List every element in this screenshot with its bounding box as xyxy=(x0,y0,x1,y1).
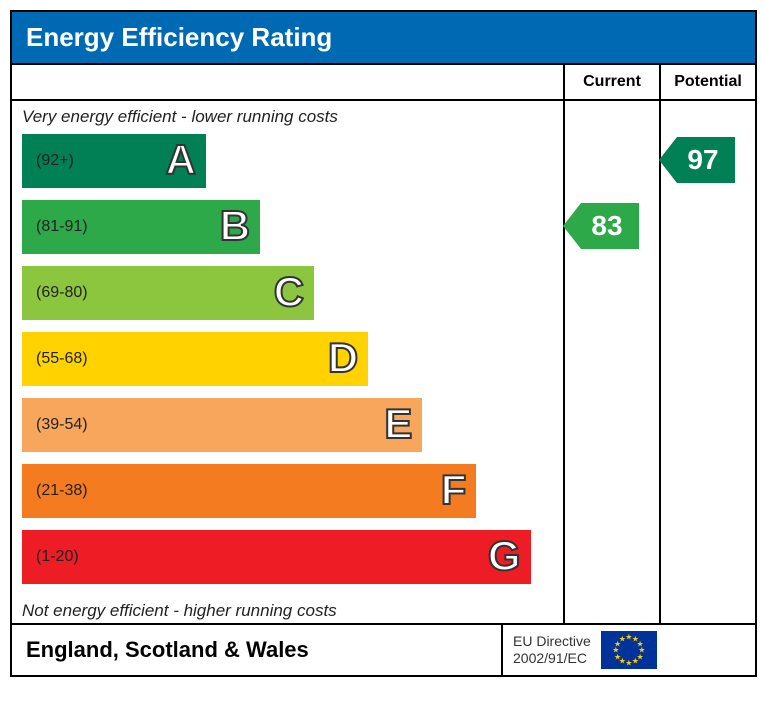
band-letter: A xyxy=(166,136,196,184)
band-bar-e: (39-54) E xyxy=(22,398,422,452)
potential-column: Potential 97 xyxy=(661,65,755,623)
current-pointer: 83 xyxy=(563,203,639,249)
header-spacer xyxy=(12,65,563,101)
band-bar-b: (81-91) B xyxy=(22,200,260,254)
band-range: (81-91) xyxy=(22,218,88,236)
bands-column: Very energy efficient - lower running co… xyxy=(12,65,565,623)
chart-footer: England, Scotland & Wales EU Directive 2… xyxy=(12,623,755,675)
directive-line2: 2002/91/EC xyxy=(513,650,587,666)
band-row-d: (55-68) D xyxy=(22,329,563,389)
band-letter: D xyxy=(328,334,358,382)
band-row-e: (39-54) E xyxy=(22,395,563,455)
pointer-arrow-icon xyxy=(659,137,677,183)
band-range: (39-54) xyxy=(22,416,88,434)
potential-header: Potential xyxy=(661,65,755,101)
band-letter: B xyxy=(220,202,250,250)
footer-region: England, Scotland & Wales xyxy=(12,625,503,675)
band-bars: (92+) A (81-91) B (69-80) C (55-68) D (39-54) E (2… xyxy=(12,129,563,595)
band-bar-d: (55-68) D xyxy=(22,332,368,386)
band-bar-f: (21-38) F xyxy=(22,464,476,518)
eu-star-icon: ★ xyxy=(625,659,632,668)
top-note: Very energy efficient - lower running co… xyxy=(12,101,563,129)
footer-directive-text: EU Directive 2002/91/EC xyxy=(513,633,591,667)
eu-flag-icon: ★★★★★★★★★★★★ xyxy=(601,631,657,669)
bottom-note: Not energy efficient - higher running co… xyxy=(12,595,563,623)
band-row-f: (21-38) F xyxy=(22,461,563,521)
band-letter: C xyxy=(274,268,304,316)
chart-body: Very energy efficient - lower running co… xyxy=(12,63,755,623)
band-letter: G xyxy=(488,532,521,580)
current-column: Current 83 xyxy=(565,65,661,623)
pointer-value: 97 xyxy=(677,137,735,183)
band-range: (1-20) xyxy=(22,548,79,566)
chart-title: Energy Efficiency Rating xyxy=(12,12,755,63)
footer-directive-block: EU Directive 2002/91/EC ★★★★★★★★★★★★ xyxy=(503,625,755,675)
band-bar-a: (92+) A xyxy=(22,134,206,188)
eu-star-icon: ★ xyxy=(632,657,639,666)
band-range: (69-80) xyxy=(22,284,88,302)
band-row-g: (1-20) G xyxy=(22,527,563,587)
directive-line1: EU Directive xyxy=(513,633,591,649)
pointer-value: 83 xyxy=(581,203,639,249)
band-bar-c: (69-80) C xyxy=(22,266,314,320)
band-letter: F xyxy=(441,466,467,514)
band-range: (55-68) xyxy=(22,350,88,368)
band-row-a: (92+) A xyxy=(22,131,563,191)
band-bar-g: (1-20) G xyxy=(22,530,531,584)
band-row-b: (81-91) B xyxy=(22,197,563,257)
eu-star-icon: ★ xyxy=(619,634,626,643)
potential-pointer: 97 xyxy=(659,137,735,183)
band-range: (21-38) xyxy=(22,482,88,500)
pointer-arrow-icon xyxy=(563,203,581,249)
band-range: (92+) xyxy=(22,152,74,170)
epc-chart: Energy Efficiency Rating Very energy eff… xyxy=(10,10,757,677)
band-letter: E xyxy=(384,400,412,448)
band-row-c: (69-80) C xyxy=(22,263,563,323)
current-header: Current xyxy=(565,65,659,101)
